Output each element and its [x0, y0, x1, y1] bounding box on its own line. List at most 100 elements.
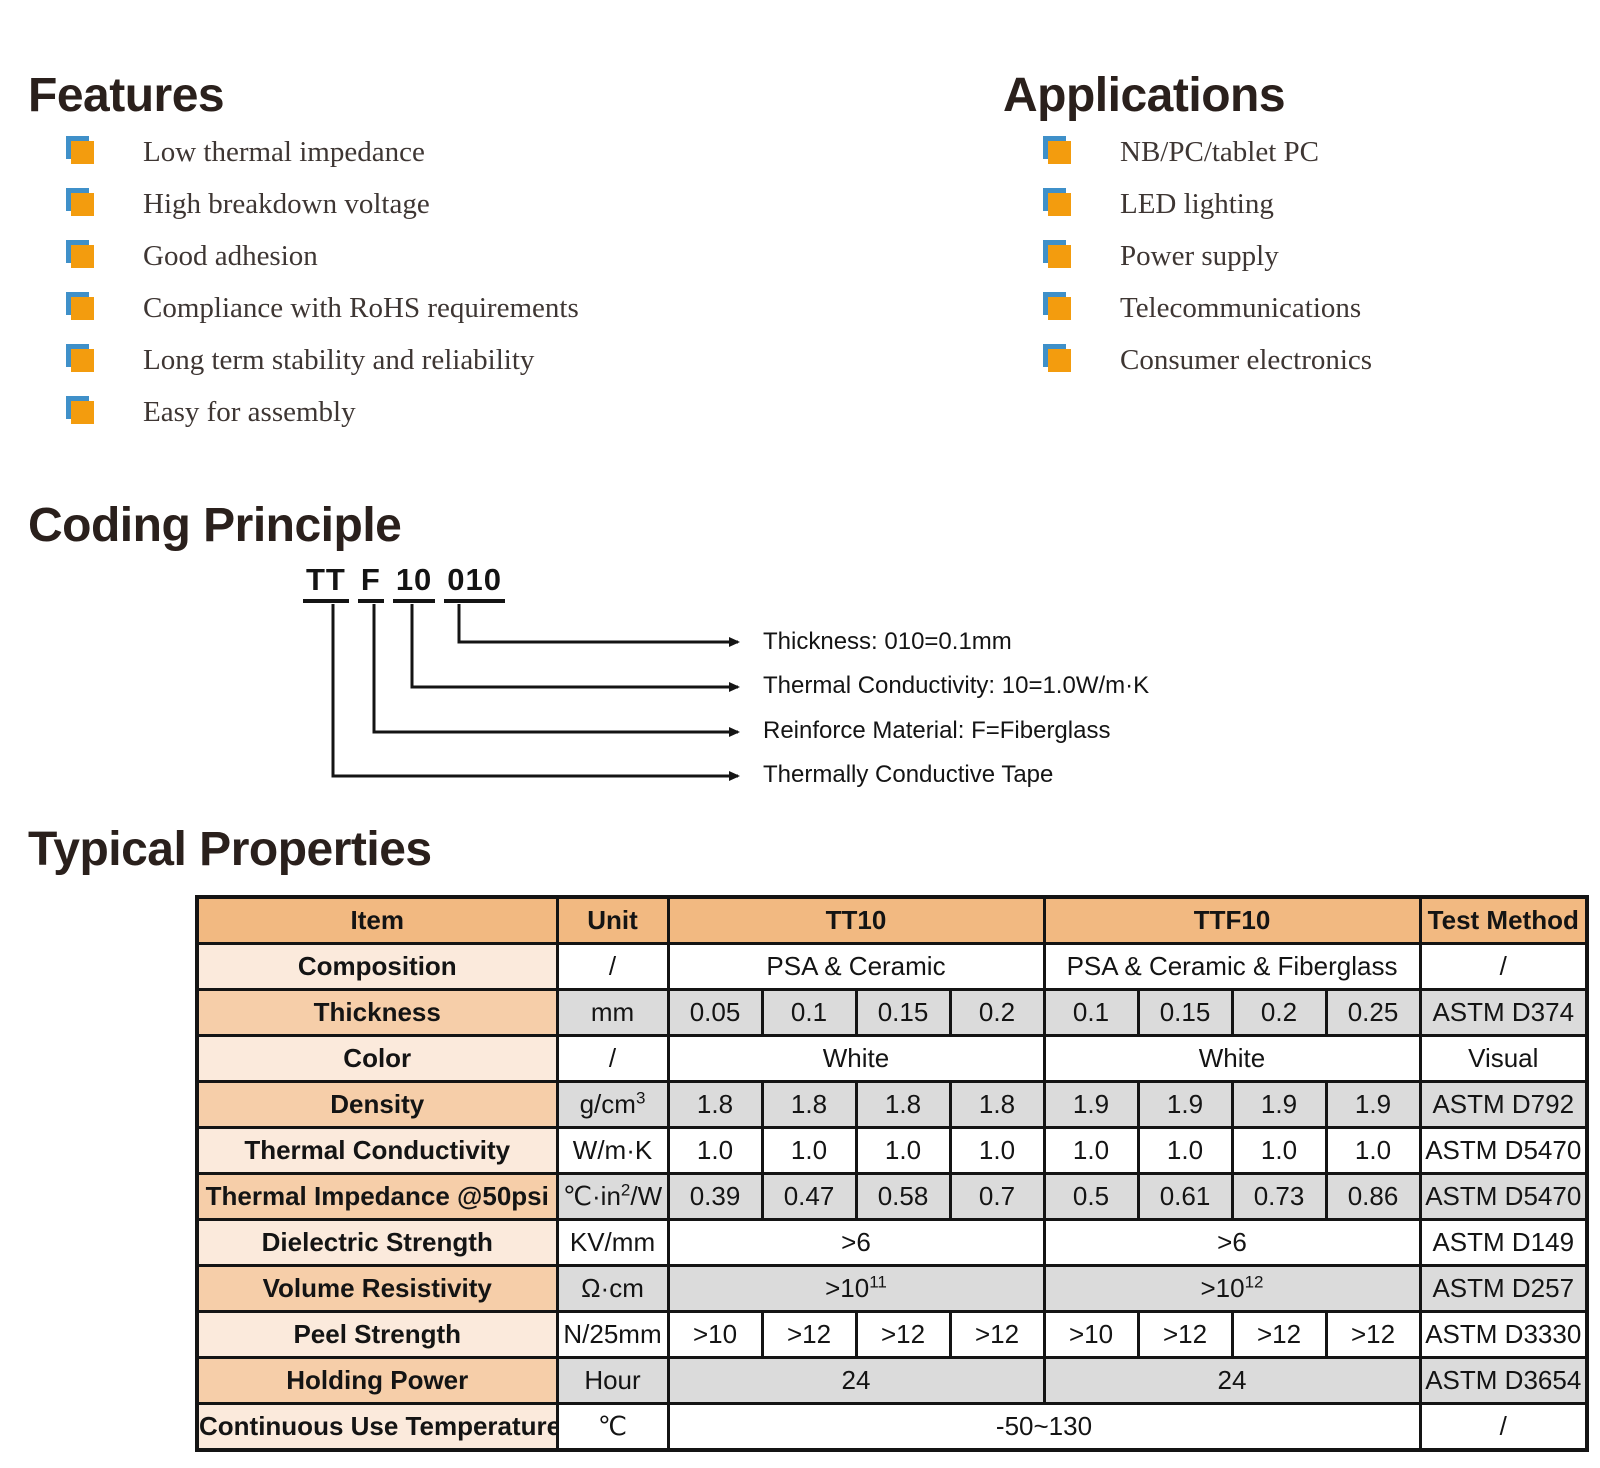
feature-label: Easy for assembly [143, 395, 356, 428]
cell-tt10: PSA & Ceramic [666, 942, 1046, 991]
code-segment-thickness: 010 [444, 562, 506, 603]
cell-tt10: 0.1 [760, 988, 858, 1037]
application-label: Consumer electronics [1120, 343, 1373, 376]
list-item: Easy for assembly [66, 386, 579, 438]
cell-test-method: / [1418, 942, 1589, 991]
cell-ttf10: >12 [1136, 1310, 1234, 1359]
cell-item: Density [195, 1080, 559, 1129]
cell-item: Peel Strength [195, 1310, 559, 1359]
bullet-square-icon [1048, 140, 1071, 164]
cell-ttf10: 0.73 [1230, 1172, 1328, 1221]
list-item: Good adhesion [66, 230, 579, 282]
bullet-square-icon [71, 244, 94, 268]
cell-unit: / [555, 1034, 670, 1083]
cell-tt10: 0.47 [760, 1172, 858, 1221]
list-item: Compliance with RoHS requirements [66, 282, 579, 334]
features-list: Low thermal impedance High breakdown vol… [66, 126, 579, 438]
cell-ttf10: >12 [1324, 1310, 1422, 1359]
applications-list: NB/PC/tablet PC LED lighting Power suppl… [1043, 126, 1372, 386]
cell-test-method: ASTM D5470 [1418, 1126, 1589, 1175]
cell-tt10: >12 [760, 1310, 858, 1359]
cell-tt10: 1.0 [948, 1126, 1046, 1175]
cell-item: Continuous Use Temperature [195, 1402, 559, 1452]
cell-unit: W/m·K [555, 1126, 670, 1175]
bullet-square-icon [71, 192, 94, 216]
header-test-method: Test Method [1418, 895, 1589, 945]
cell-item: Thermal Conductivity [195, 1126, 559, 1175]
cell-unit: g/cm3 [555, 1080, 670, 1129]
bullet-square-icon [1048, 192, 1071, 216]
cell-ttf10: >10 [1042, 1310, 1140, 1359]
cell-ttf10: 0.2 [1230, 988, 1328, 1037]
cell-tt10: 0.05 [666, 988, 764, 1037]
cell-ttf10: 1.0 [1324, 1126, 1422, 1175]
cell-ttf10: 0.15 [1136, 988, 1234, 1037]
cell-ttf10: >6 [1042, 1218, 1422, 1267]
list-item: Power supply [1043, 230, 1372, 282]
table-row-holding-power: Holding Power Hour 24 24 ASTM D3654 [195, 1356, 1589, 1405]
list-item: NB/PC/tablet PC [1043, 126, 1372, 178]
cell-tt10: 0.15 [854, 988, 952, 1037]
table-row-dielectric-strength: Dielectric Strength KV/mm >6 >6 ASTM D14… [195, 1218, 1589, 1267]
list-item: High breakdown voltage [66, 178, 579, 230]
bullet-square-icon [71, 296, 94, 320]
cell-ttf10: 0.5 [1042, 1172, 1140, 1221]
table-row-thickness: Thickness mm 0.05 0.1 0.15 0.2 0.1 0.15 … [195, 988, 1589, 1037]
cell-ttf10: 0.86 [1324, 1172, 1422, 1221]
cell-ttf10: 0.61 [1136, 1172, 1234, 1221]
list-item: Consumer electronics [1043, 334, 1372, 386]
code-label-thermal-conductivity: Thermal Conductivity: 10=1.0W/m·K [763, 672, 1150, 699]
table-row-thermal-impedance: Thermal Impedance @50psi ℃·in2/W 0.39 0.… [195, 1172, 1589, 1221]
table-row-density: Density g/cm3 1.8 1.8 1.8 1.8 1.9 1.9 1.… [195, 1080, 1589, 1129]
cell-item: Thickness [195, 988, 559, 1037]
applications-title: Applications [1003, 69, 1286, 123]
cell-unit: Ω·cm [555, 1264, 670, 1313]
list-item: Long term stability and reliability [66, 334, 579, 386]
bullet-square-icon [71, 400, 94, 424]
cell-unit: N/25mm [555, 1310, 670, 1359]
feature-label: High breakdown voltage [143, 187, 430, 220]
cell-unit: KV/mm [555, 1218, 670, 1267]
code-segment-series: TT [303, 562, 349, 603]
feature-label: Compliance with RoHS requirements [143, 291, 579, 324]
cell-tt10: >10 [666, 1310, 764, 1359]
cell-tt10: 0.58 [854, 1172, 952, 1221]
cell-test-method: ASTM D149 [1418, 1218, 1589, 1267]
cell-test-method: ASTM D5470 [1418, 1172, 1589, 1221]
cell-test-method: ASTM D3330 [1418, 1310, 1589, 1359]
cell-tt10: 1.0 [666, 1126, 764, 1175]
cell-unit: ℃·in2/W [555, 1172, 670, 1221]
code-label-thickness: Thickness: 010=0.1mm [763, 628, 1012, 655]
cell-tt10: White [666, 1034, 1046, 1083]
application-label: Power supply [1120, 239, 1279, 272]
code-label-reinforce-material: Reinforce Material: F=Fiberglass [763, 717, 1111, 744]
cell-tt10: >1011 [666, 1264, 1046, 1313]
typical-properties-title: Typical Properties [28, 823, 432, 877]
cell-ttf10: PSA & Ceramic & Fiberglass [1042, 942, 1422, 991]
cell-tt10: 1.0 [760, 1126, 858, 1175]
bullet-square-icon [71, 140, 94, 164]
cell-value-merged: -50~130 [666, 1402, 1422, 1452]
cell-ttf10: 1.9 [1042, 1080, 1140, 1129]
cell-tt10: >12 [948, 1310, 1046, 1359]
cell-tt10: >12 [854, 1310, 952, 1359]
code-label-tape: Thermally Conductive Tape [763, 761, 1054, 788]
cell-tt10: 1.8 [666, 1080, 764, 1129]
application-label: Telecommunications [1120, 291, 1362, 324]
cell-tt10: >6 [666, 1218, 1046, 1267]
code-segment-reinforce: F [357, 562, 384, 603]
code-segment-conductivity: 10 [392, 562, 436, 603]
feature-label: Low thermal impedance [143, 135, 425, 168]
coding-principle-title: Coding Principle [28, 499, 402, 553]
cell-unit: ℃ [555, 1402, 670, 1452]
cell-item: Thermal Impedance @50psi [195, 1172, 559, 1221]
cell-ttf10: 0.1 [1042, 988, 1140, 1037]
list-item: Low thermal impedance [66, 126, 579, 178]
cell-tt10: 1.8 [854, 1080, 952, 1129]
cell-ttf10: 24 [1042, 1356, 1422, 1405]
cell-item: Color [195, 1034, 559, 1083]
table-row-composition: Composition / PSA & Ceramic PSA & Cerami… [195, 942, 1589, 991]
table-row-thermal-conductivity: Thermal Conductivity W/m·K 1.0 1.0 1.0 1… [195, 1126, 1589, 1175]
cell-test-method: ASTM D3654 [1418, 1356, 1589, 1405]
